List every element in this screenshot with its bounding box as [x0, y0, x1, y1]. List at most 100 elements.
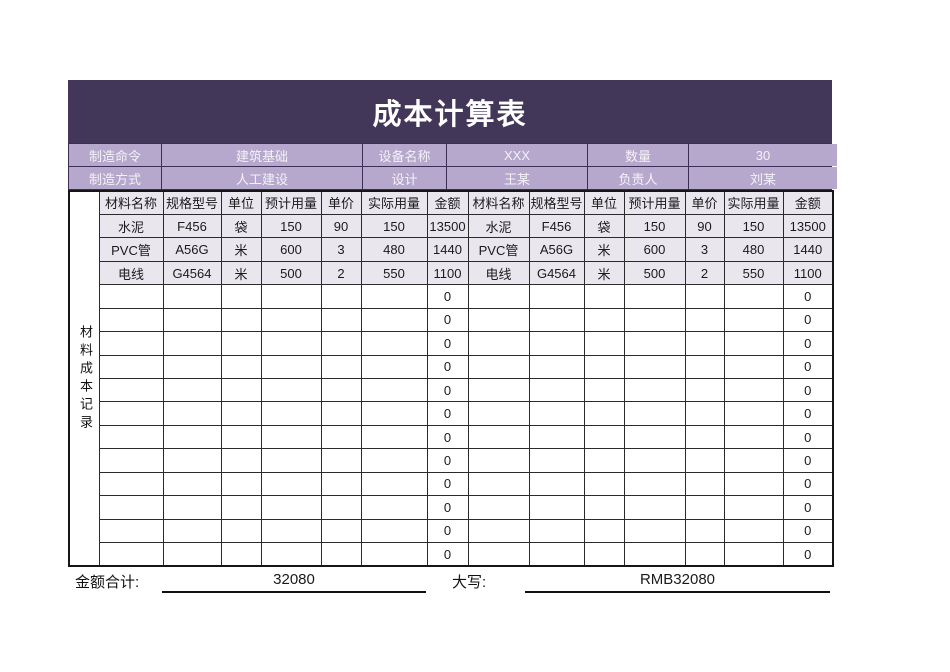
table-cell: [528, 401, 585, 426]
amount-cell: 0: [426, 307, 469, 333]
column-header: 规格型号: [528, 190, 585, 215]
table-cell: [98, 401, 164, 426]
table-cell: [220, 542, 262, 567]
table-cell: [467, 354, 530, 380]
column-header: 单位: [220, 190, 262, 215]
table-cell: [528, 518, 585, 544]
column-header: 材料名称: [98, 190, 164, 215]
amount-cell: 0: [782, 495, 834, 520]
table-cell: [467, 377, 530, 403]
equipment-name-label: 设备名称: [363, 144, 446, 166]
table-cell: [623, 542, 686, 567]
info-grid: 制造命令 建筑基础 设备名称 XXX 数量 30 制造方式 人工建设 设计 王某…: [68, 143, 837, 190]
table-cell: [684, 401, 725, 426]
table-cell: 550: [723, 260, 784, 286]
table-cell: [623, 471, 686, 497]
amount-cell: 0: [426, 542, 469, 567]
amount-cell: 13500: [782, 213, 834, 239]
table-cell: [623, 424, 686, 450]
amount-cell: 0: [782, 331, 834, 356]
table-cell: [528, 448, 585, 473]
table-cell: [220, 424, 262, 450]
table-cell: 米: [220, 237, 262, 262]
table-cell: [360, 401, 428, 426]
amount-cell: 1440: [426, 237, 469, 262]
table-cell: [220, 401, 262, 426]
table-cell: [467, 448, 530, 473]
table-cell: 550: [360, 260, 428, 286]
materials-table: 材料成本记录 材料名称 规格型号 单位 预计用量 单价 实际用量 金额 材料名称 规格型号 单位 预计…: [68, 190, 834, 567]
table-cell: 水泥: [98, 213, 164, 239]
table-cell: 米: [220, 260, 262, 286]
table-cell: G4564: [528, 260, 585, 286]
cost-sheet: 成本计算表 制造命令 建筑基础 设备名称 XXX 数量 30 制造方式 人工建设…: [68, 80, 837, 595]
table-cell: [320, 471, 362, 497]
table-cell: [684, 424, 725, 450]
table-cell: [583, 377, 625, 403]
amount-cell: 0: [782, 284, 834, 309]
table-cell: [320, 307, 362, 333]
table-cell: [528, 284, 585, 309]
table-cell: [723, 495, 784, 520]
table-cell: [583, 331, 625, 356]
table-cell: [360, 448, 428, 473]
table-cell: [467, 424, 530, 450]
amount-cell: 0: [782, 471, 834, 497]
quantity-label: 数量: [588, 144, 688, 166]
table-cell: [260, 518, 322, 544]
table-cell: [723, 471, 784, 497]
table-cell: [583, 518, 625, 544]
table-cell: [623, 495, 686, 520]
table-cell: 电线: [98, 260, 164, 286]
table-row: PVC管 A56G 米 600 3 480 1440 PVC管 A56G 米 600 3 480 1440: [69, 237, 834, 262]
manufacture-method-label: 制造方式: [69, 167, 161, 189]
table-cell: [684, 471, 725, 497]
column-header: 规格型号: [162, 190, 222, 215]
table-cell: PVC管: [467, 237, 530, 262]
table-cell: [467, 401, 530, 426]
side-label-cell: 材料成本记录: [68, 190, 100, 567]
table-cell: [684, 331, 725, 356]
table-cell: G4564: [162, 260, 222, 286]
table-cell: [684, 307, 725, 333]
table-cell: [98, 424, 164, 450]
table-cell: [528, 307, 585, 333]
table-cell: [723, 401, 784, 426]
column-header: 实际用量: [360, 190, 428, 215]
amount-cell: 0: [426, 354, 469, 380]
amount-cell: 0: [426, 331, 469, 356]
table-cell: [583, 354, 625, 380]
table-cell: [467, 518, 530, 544]
table-cell: [360, 424, 428, 450]
column-header: 实际用量: [723, 190, 784, 215]
table-cell: 袋: [583, 213, 625, 239]
table-cell: [684, 495, 725, 520]
table-row: 电线 G4564 米 500 2 550 1100 电线 G4564 米 500 2 550 1100: [69, 260, 834, 286]
amount-cell: 1100: [426, 260, 469, 286]
manufacture-order-label: 制造命令: [69, 144, 161, 166]
table-cell: [623, 354, 686, 380]
table-cell: [684, 518, 725, 544]
table-cell: [162, 471, 222, 497]
table-cell: [723, 307, 784, 333]
table-cell: [528, 542, 585, 567]
table-cell: F456: [162, 213, 222, 239]
table-cell: [260, 284, 322, 309]
table-cell: [528, 331, 585, 356]
table-cell: [98, 495, 164, 520]
table-cell: 3: [320, 237, 362, 262]
table-cell: [98, 471, 164, 497]
table-cell: 90: [320, 213, 362, 239]
table-cell: [360, 542, 428, 567]
table-cell: [260, 354, 322, 380]
table-cell: [467, 284, 530, 309]
table-cell: [320, 331, 362, 356]
